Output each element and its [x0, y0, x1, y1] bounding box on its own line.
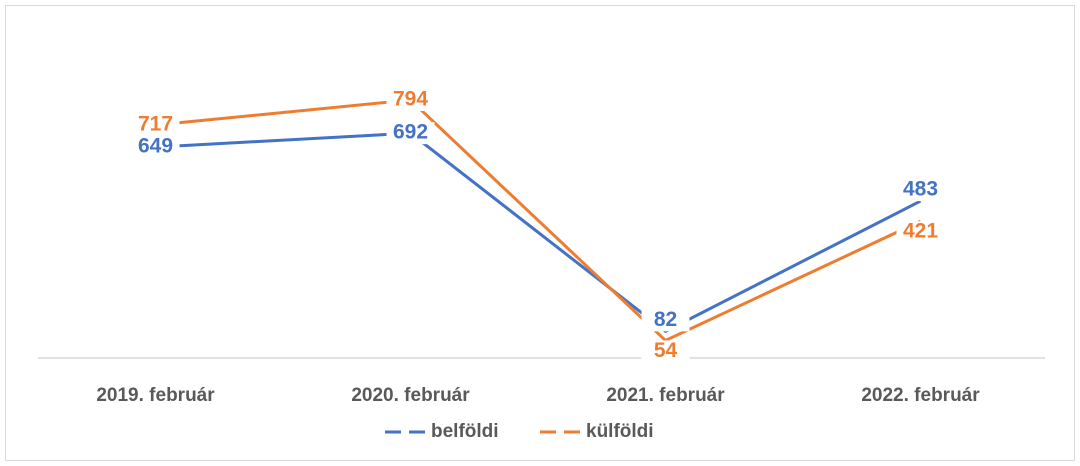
x-tick-label: 2020. február [351, 385, 470, 406]
data-label-group: 717 [131, 113, 180, 137]
data-label: 483 [903, 178, 938, 201]
data-label-group: 794 [386, 88, 435, 111]
data-label-group: 82 [641, 308, 690, 332]
data-label: 54 [654, 339, 678, 362]
data-label: 717 [138, 113, 173, 136]
data-label-bg [896, 179, 945, 202]
data-label-group: 483 [896, 178, 945, 202]
data-label-bg [386, 122, 435, 145]
data-label-group: 649 [131, 135, 180, 159]
data-label-group: 54 [641, 339, 690, 363]
series-line [155, 131, 922, 334]
legend-label: külföldi [586, 421, 654, 442]
x-tick-label: 2022. február [861, 385, 980, 406]
data-label-bg [131, 136, 180, 159]
data-label-bg [641, 340, 690, 363]
data-label-bg [896, 221, 945, 244]
data-label-bg [641, 309, 690, 332]
data-label: 82 [654, 308, 677, 331]
data-label: 649 [138, 135, 173, 158]
x-tick-label: 2021. február [606, 385, 725, 406]
data-label: 421 [903, 220, 938, 243]
data-label-group: 692 [386, 121, 435, 145]
data-label: 794 [393, 88, 428, 111]
data-label: 692 [393, 121, 428, 144]
legend-label: belföldi [431, 421, 499, 442]
series-line [155, 98, 922, 343]
x-tick-label: 2019. február [96, 385, 215, 406]
data-label-group: 421 [896, 220, 945, 244]
data-label-bg [386, 89, 435, 111]
data-label-bg [131, 114, 180, 137]
